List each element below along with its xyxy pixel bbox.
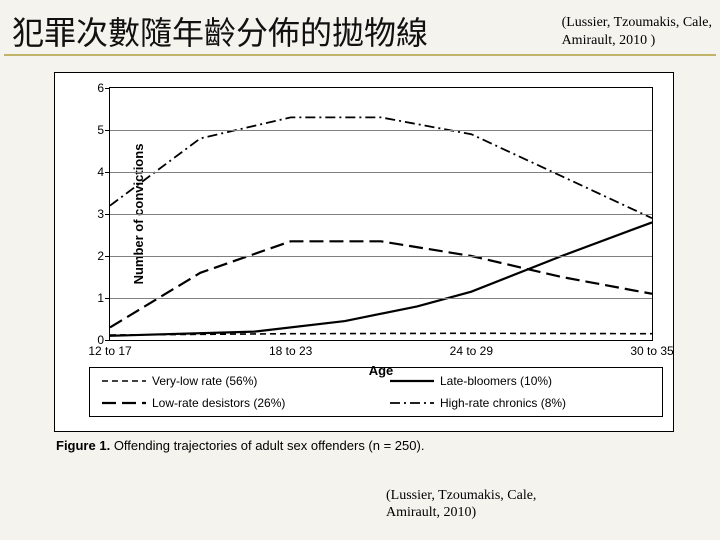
figure-caption: Figure 1. Offending trajectories of adul…	[56, 438, 424, 453]
series-high_chron	[110, 117, 652, 218]
legend-item-low_desist: Low-rate desistors (26%)	[102, 396, 285, 410]
y-tick-mark	[105, 340, 110, 341]
legend-swatch	[102, 374, 146, 388]
x-tick-label: 18 to 23	[269, 344, 312, 358]
x-tick-label: 30 to 35	[630, 344, 673, 358]
legend-box: Very-low rate (56%) Late-bloomers (10%) Lo…	[89, 367, 663, 417]
x-tick-label: 24 to 29	[450, 344, 493, 358]
citation-bottom-line2: Amirault, 2010)	[386, 505, 476, 520]
legend-swatch	[102, 396, 146, 410]
legend-item-very_low: Very-low rate (56%)	[102, 374, 257, 388]
citation-top-line2: Amirault, 2010 )	[562, 33, 656, 48]
caption-label: Figure 1.	[56, 438, 110, 453]
y-tick-label: 5	[84, 123, 104, 137]
y-tick-label: 4	[84, 165, 104, 179]
chart-plot-area: Number of convictions Age 012345612 to 1…	[109, 87, 653, 341]
citation-bottom: (Lussier, Tzoumakis, Cale, Amirault, 201…	[386, 488, 536, 522]
page-title: 犯罪次數隨年齡分佈的拋物線	[12, 8, 428, 54]
legend-item-high_chron: High-rate chronics (8%)	[390, 396, 566, 410]
x-tick-label: 12 to 17	[88, 344, 131, 358]
caption-text: Offending trajectories of adult sex offe…	[114, 438, 425, 453]
gridline	[110, 256, 652, 257]
y-tick-label: 1	[84, 291, 104, 305]
legend-label: Late-bloomers (10%)	[440, 374, 552, 388]
y-tick-label: 2	[84, 249, 104, 263]
gridline	[110, 130, 652, 131]
gridline	[110, 214, 652, 215]
citation-top-line1: (Lussier, Tzoumakis, Cale,	[562, 15, 712, 30]
legend-label: Low-rate desistors (26%)	[152, 396, 285, 410]
title-underline	[4, 54, 716, 56]
legend-swatch	[390, 374, 434, 388]
legend-swatch	[390, 396, 434, 410]
y-tick-mark	[105, 88, 110, 89]
legend-label: High-rate chronics (8%)	[440, 396, 566, 410]
gridline	[110, 298, 652, 299]
y-tick-label: 6	[84, 81, 104, 95]
legend-label: Very-low rate (56%)	[152, 374, 257, 388]
citation-top: (Lussier, Tzoumakis, Cale, Amirault, 201…	[562, 14, 712, 50]
y-tick-label: 3	[84, 207, 104, 221]
chart-frame: Number of convictions Age 012345612 to 1…	[54, 72, 674, 432]
gridline	[110, 172, 652, 173]
legend-item-late_bloom: Late-bloomers (10%)	[390, 374, 552, 388]
citation-bottom-line1: (Lussier, Tzoumakis, Cale,	[386, 488, 536, 503]
